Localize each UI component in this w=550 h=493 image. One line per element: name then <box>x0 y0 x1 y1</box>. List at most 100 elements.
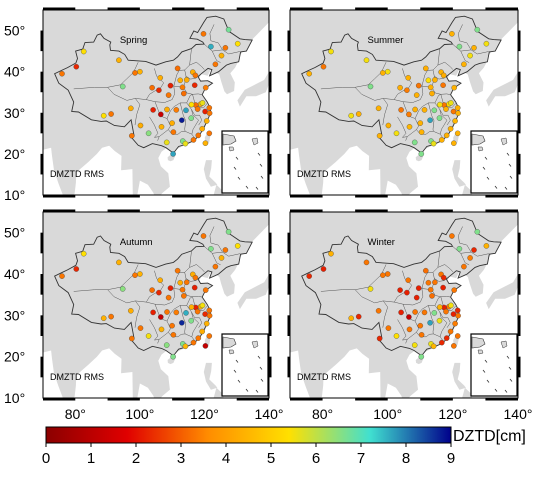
station-marker <box>427 320 433 326</box>
station-marker <box>188 317 194 324</box>
station-marker <box>119 83 126 90</box>
station-marker <box>418 353 425 360</box>
station-marker <box>179 84 186 91</box>
frame-segment <box>268 274 272 295</box>
frame-segment <box>268 71 272 93</box>
station-marker <box>202 343 209 349</box>
station-marker <box>195 132 202 139</box>
station-marker <box>192 72 199 79</box>
station-marker <box>429 293 435 299</box>
frame-outline <box>42 9 270 196</box>
station-marker <box>431 310 438 316</box>
inset-dash-line <box>486 176 490 180</box>
map-panel-summer: Summer DMZTD RMS <box>287 7 521 198</box>
station-marker <box>413 294 420 301</box>
station-marker <box>448 302 454 309</box>
station-marker <box>375 308 382 314</box>
station-marker <box>443 308 449 315</box>
inset-dash-line <box>494 185 498 189</box>
province-border <box>209 226 223 253</box>
land-mass <box>237 267 269 310</box>
station-marker <box>448 100 454 106</box>
station-marker <box>461 61 467 68</box>
station-marker <box>398 309 404 316</box>
station-marker <box>218 52 225 59</box>
station-marker <box>156 289 162 296</box>
province-border <box>439 311 448 337</box>
station-marker <box>355 111 362 117</box>
station-marker <box>116 259 122 266</box>
station-marker <box>212 61 219 68</box>
station-marker <box>436 317 443 324</box>
inset-dash-line <box>484 359 488 363</box>
station-marker <box>406 314 412 320</box>
station-marker <box>158 326 165 333</box>
station-marker <box>199 100 206 106</box>
inset-dash-line <box>233 369 237 373</box>
station-marker <box>471 247 477 253</box>
province-border <box>421 85 441 95</box>
station-marker <box>474 229 481 235</box>
station-marker <box>225 26 232 33</box>
colorbar: 0 1 2 3 4 5 6 7 8 9 DZTD[cm] <box>42 426 526 467</box>
frame-segment <box>40 356 44 378</box>
station-marker <box>451 287 457 293</box>
inset-dash-line <box>504 186 508 190</box>
frame-segment <box>287 356 291 378</box>
station-marker <box>202 140 209 146</box>
province-border <box>184 264 205 273</box>
inset-dash-line <box>235 156 239 160</box>
inset-dash-line <box>494 388 498 392</box>
frame-segment <box>517 153 521 175</box>
latitude-label: 40° <box>4 266 25 282</box>
frame-segment <box>40 232 44 254</box>
province-border <box>173 102 203 126</box>
station-marker <box>59 273 65 279</box>
station-marker <box>190 137 197 143</box>
station-marker <box>449 31 455 37</box>
map-frame <box>40 209 272 401</box>
frame-segment <box>107 7 140 11</box>
station-marker <box>182 343 189 350</box>
station-marker <box>467 52 473 59</box>
frame-segment <box>268 232 272 254</box>
colorbar-bar <box>45 426 452 444</box>
inset-dash-line <box>260 378 264 382</box>
station-marker <box>191 82 198 88</box>
frame-outline <box>289 211 519 399</box>
station-marker <box>404 87 410 93</box>
station-marker <box>192 274 199 281</box>
station-marker <box>170 353 176 360</box>
station-marker <box>188 304 195 310</box>
station-marker <box>415 82 422 89</box>
station-marker <box>158 314 164 320</box>
province-border <box>176 69 187 88</box>
station-marker <box>206 130 213 137</box>
station-marker <box>195 335 202 341</box>
frame-segment <box>517 71 521 93</box>
land-mass <box>462 184 473 195</box>
station-marker <box>450 108 457 115</box>
station-marker <box>451 343 457 349</box>
inset-island <box>477 146 484 152</box>
panel-title: Summer <box>368 35 404 46</box>
station-marker <box>167 285 174 291</box>
province-border <box>422 102 451 126</box>
station-marker <box>174 65 181 72</box>
inset-coast <box>222 133 237 146</box>
station-marker <box>447 328 454 335</box>
frame-segment <box>268 112 272 134</box>
station-marker <box>73 266 80 272</box>
province-border <box>439 109 448 135</box>
province-border <box>458 24 472 51</box>
frame-segment <box>287 232 291 254</box>
province-border <box>173 305 203 328</box>
inset-dash-line <box>257 355 261 359</box>
station-marker <box>177 77 183 84</box>
inset-dash-line <box>245 185 249 189</box>
frame-outline <box>42 211 270 399</box>
latitude-label: 30° <box>4 105 25 121</box>
station-marker <box>367 286 374 292</box>
panel-caption: DMZTD RMS <box>50 169 104 179</box>
